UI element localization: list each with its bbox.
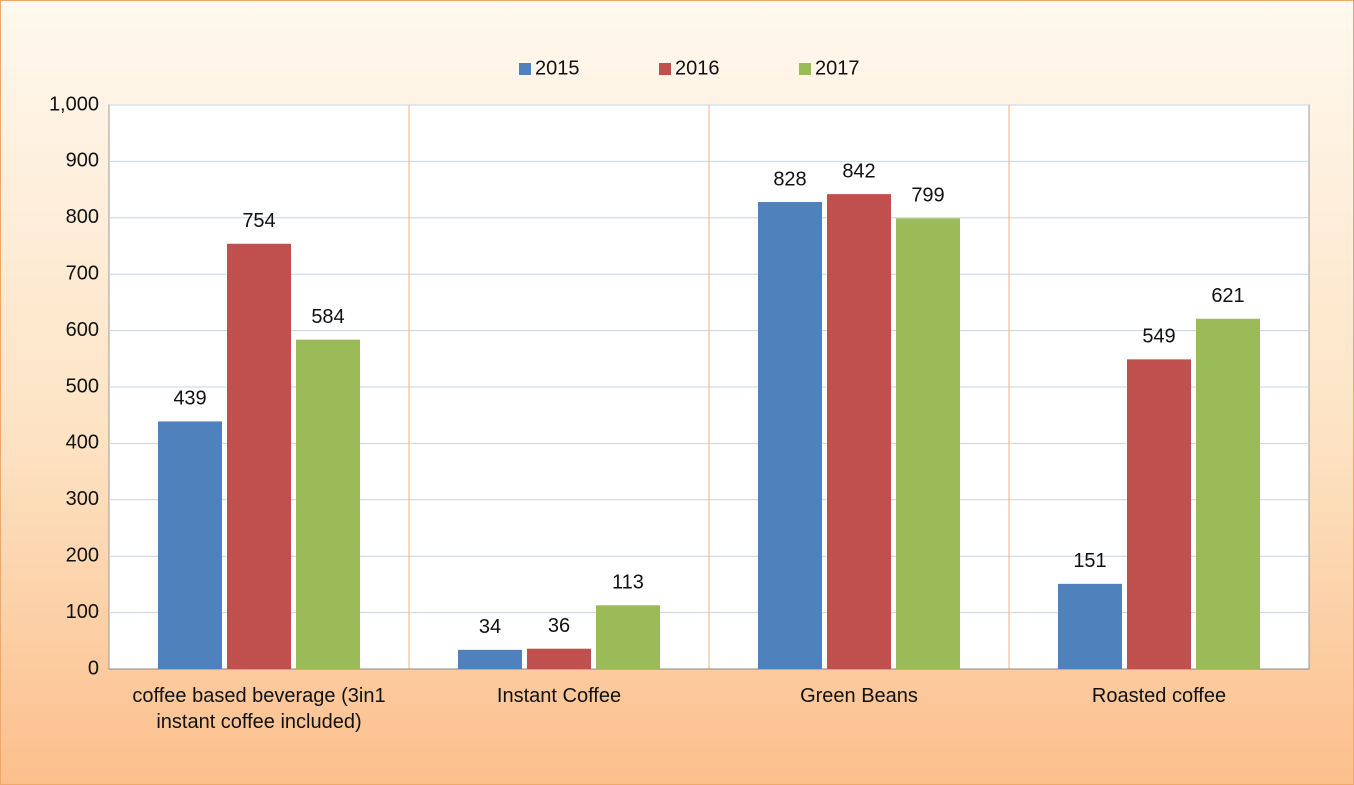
- y-tick-label: 600: [66, 319, 99, 341]
- legend-swatch: [659, 63, 671, 75]
- y-tick-label: 500: [66, 375, 99, 397]
- data-label: 842: [842, 160, 875, 182]
- y-tick-label: 100: [66, 601, 99, 623]
- bar: [596, 605, 660, 669]
- y-tick-label: 800: [66, 206, 99, 228]
- x-tick-label: Instant Coffee: [496, 685, 622, 707]
- x-tick-label: coffee based beverage (3in1 instant coff…: [132, 685, 386, 733]
- y-tick-label: 900: [66, 150, 99, 172]
- y-tick-label: 400: [66, 432, 99, 454]
- bar: [827, 194, 891, 669]
- data-label: 621: [1211, 285, 1244, 307]
- data-label: 439: [173, 388, 206, 410]
- y-tick-label: 200: [66, 544, 99, 566]
- data-label: 151: [1073, 550, 1106, 572]
- bar: [758, 202, 822, 669]
- bar: [1058, 583, 1122, 669]
- data-label: 828: [773, 168, 806, 190]
- bar: [527, 648, 591, 669]
- data-label: 36: [548, 615, 570, 637]
- bar: [458, 649, 522, 669]
- x-tick-label: Roasted coffee: [1091, 685, 1227, 707]
- y-tick-label: 700: [66, 262, 99, 284]
- data-label: 34: [479, 616, 501, 638]
- data-label: 584: [311, 306, 344, 328]
- x-tick-label: Green Beans: [800, 685, 918, 707]
- bar: [1196, 318, 1260, 669]
- legend-swatch: [799, 63, 811, 75]
- bar: [158, 421, 222, 669]
- legend-swatch: [519, 63, 531, 75]
- legend-label: 2016: [675, 57, 720, 79]
- y-tick-label: 1,000: [49, 93, 99, 115]
- data-label: 549: [1142, 326, 1175, 348]
- y-tick-label: 300: [66, 488, 99, 510]
- data-label: 799: [911, 185, 944, 207]
- data-label: 754: [242, 210, 275, 232]
- y-tick-label: 0: [88, 657, 99, 679]
- bar: [896, 218, 960, 669]
- bar: [296, 339, 360, 669]
- data-label: 113: [612, 572, 644, 594]
- legend-label: 2015: [535, 57, 580, 79]
- bar: [227, 243, 291, 669]
- bar: [1127, 359, 1191, 669]
- legend-label: 2017: [815, 57, 860, 79]
